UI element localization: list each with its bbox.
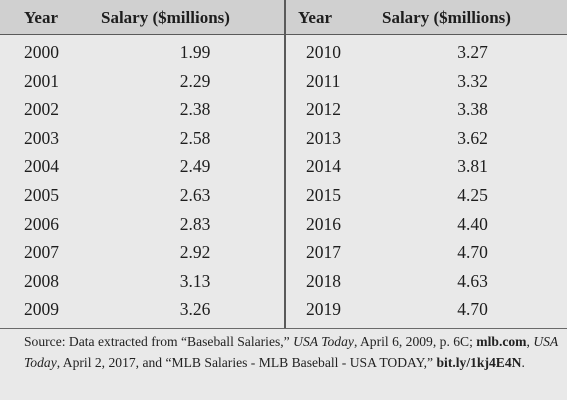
year-cell: 2018 (306, 270, 341, 291)
salary-cell: 3.13 (179, 270, 211, 291)
salary-cell: 4.70 (457, 242, 488, 263)
source-text: , April 2, 2017, and “MLB Salaries - MLB… (56, 354, 437, 370)
salary-cell: 4.63 (457, 270, 488, 291)
salary-cell: 2.83 (179, 213, 211, 234)
salary-cell: 4.70 (457, 299, 488, 320)
salary-cell: 2.63 (179, 184, 211, 205)
table-body: 2000 1.99 2010 3.27 2001 2.29 2011 3.32 … (0, 41, 567, 327)
salary-cell: 3.26 (179, 299, 211, 320)
salary-cell: 2.92 (179, 242, 211, 263)
salary-cell: 4.40 (457, 213, 488, 234)
year-cell: 2007 (24, 242, 59, 263)
year-cell: 2006 (24, 213, 59, 234)
source-publication: USA Today (293, 334, 354, 349)
table-row: 2005 2.63 2015 4.25 (0, 184, 567, 213)
salary-cell: 4.25 (457, 184, 488, 205)
salary-cell: 2.58 (179, 127, 211, 148)
year-cell: 2001 (24, 70, 59, 91)
salary-cell: 3.27 (457, 42, 488, 62)
year-cell: 2000 (24, 42, 59, 62)
year-cell: 2012 (306, 99, 341, 120)
bottom-rule (0, 328, 567, 329)
year-cell: 2005 (24, 184, 59, 205)
header-rule (0, 34, 567, 35)
table-row: 2007 2.92 2017 4.70 (0, 241, 567, 270)
salary-cell: 1.99 (179, 42, 211, 62)
source-text: Source: Data extracted from “Baseball Sa… (24, 334, 294, 349)
table-row: 2002 2.38 2012 3.38 (0, 98, 567, 127)
table-row: 2003 2.58 2013 3.62 (0, 127, 567, 156)
salary-cell: 2.38 (179, 99, 211, 120)
year-cell: 2002 (24, 99, 59, 120)
year-cell: 2011 (306, 70, 341, 91)
year-cell: 2004 (24, 156, 59, 177)
year-cell: 2003 (24, 127, 59, 148)
salary-cell: 2.49 (179, 156, 211, 177)
year-cell: 2019 (306, 299, 341, 320)
table-row: 2004 2.49 2014 3.81 (0, 155, 567, 184)
year-cell: 2010 (306, 42, 341, 62)
year-cell: 2017 (306, 242, 341, 263)
year-cell: 2016 (306, 213, 341, 234)
salary-cell: 3.38 (457, 99, 488, 120)
header-year-right: Year (298, 8, 332, 27)
salary-table: Year Salary ($millions) Year Salary ($mi… (0, 0, 567, 328)
table-row: 2000 1.99 2010 3.27 (0, 41, 567, 70)
salary-cell: 3.81 (457, 156, 488, 177)
salary-cell: 2.29 (179, 70, 211, 91)
source-link: bit.ly/1kj4E4N (436, 354, 522, 370)
header-salary-left: Salary ($millions) (101, 8, 230, 27)
source-website: mlb.com (476, 334, 527, 349)
table-header-band (0, 0, 567, 34)
year-cell: 2013 (306, 127, 341, 148)
table-row: 2001 2.29 2011 3.32 (0, 70, 567, 99)
salary-cell: 3.62 (457, 127, 488, 148)
year-cell: 2008 (24, 270, 59, 291)
column-divider (284, 0, 286, 328)
header-salary-right: Salary ($millions) (382, 8, 511, 27)
source-text: , (526, 334, 534, 349)
salary-cell: 3.32 (457, 70, 488, 91)
year-cell: 2015 (306, 184, 341, 205)
table-row: 2006 2.83 2016 4.40 (0, 213, 567, 242)
year-cell: 2009 (24, 299, 59, 320)
source-text: , April 6, 2009, p. 6C; (353, 334, 477, 349)
table-row: 2008 3.13 2018 4.63 (0, 270, 567, 299)
header-year-left: Year (24, 8, 58, 27)
source-publication: USA Today (24, 334, 558, 370)
year-cell: 2014 (306, 156, 341, 177)
source-text: . (521, 354, 525, 370)
source-note: Source: Data extracted from “Baseball Sa… (24, 332, 559, 373)
table-row: 2009 3.26 2019 4.70 (0, 298, 567, 327)
